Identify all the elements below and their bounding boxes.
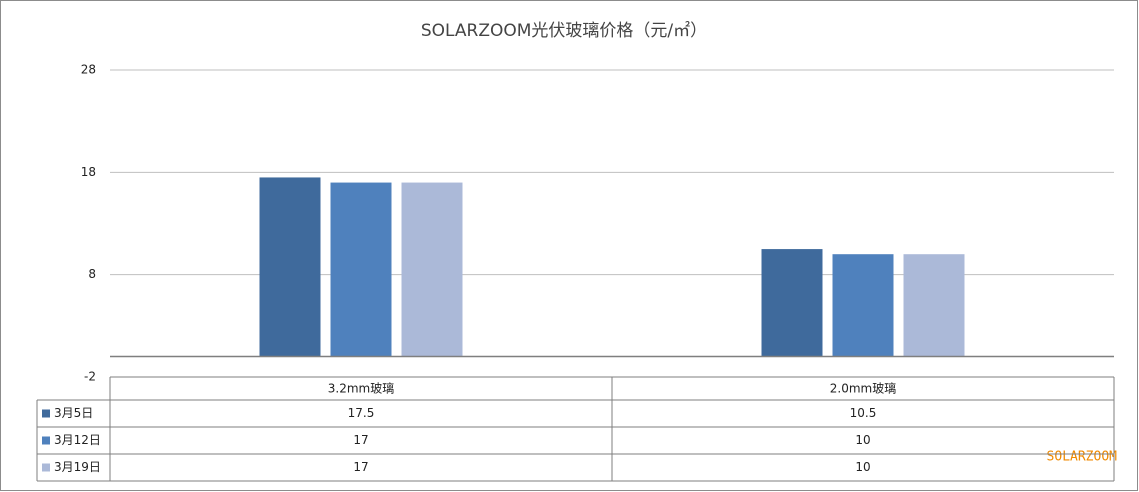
watermark: SOLARZOOM bbox=[1047, 450, 1118, 465]
bar bbox=[259, 177, 321, 357]
bar bbox=[832, 254, 894, 357]
legend-label: 3月19日 bbox=[54, 460, 101, 474]
legend-swatch bbox=[42, 436, 50, 445]
table-cell: 17 bbox=[353, 433, 368, 447]
y-tick-label: -2 bbox=[84, 370, 96, 384]
bar bbox=[401, 182, 463, 357]
legend-swatch bbox=[42, 463, 50, 472]
y-tick-label: 8 bbox=[88, 267, 96, 281]
bar bbox=[903, 254, 965, 357]
table-cell: 10.5 bbox=[850, 406, 877, 420]
bar bbox=[761, 249, 823, 357]
table-cell: 10 bbox=[855, 433, 870, 447]
x-tick-label: 2.0mm玻璃 bbox=[830, 382, 896, 396]
bar bbox=[330, 182, 392, 357]
legend-swatch bbox=[42, 409, 50, 418]
x-tick-label: 3.2mm玻璃 bbox=[328, 382, 394, 396]
legend-label: 3月5日 bbox=[54, 406, 93, 420]
table-cell: 10 bbox=[855, 460, 870, 474]
legend-label: 3月12日 bbox=[54, 433, 101, 447]
chart-title: SOLARZOOM光伏玻璃价格（元/㎡） bbox=[421, 21, 707, 41]
y-tick-label: 18 bbox=[81, 165, 96, 179]
y-tick-label: 28 bbox=[81, 63, 96, 77]
table-cell: 17.5 bbox=[348, 406, 375, 420]
table-cell: 17 bbox=[353, 460, 368, 474]
